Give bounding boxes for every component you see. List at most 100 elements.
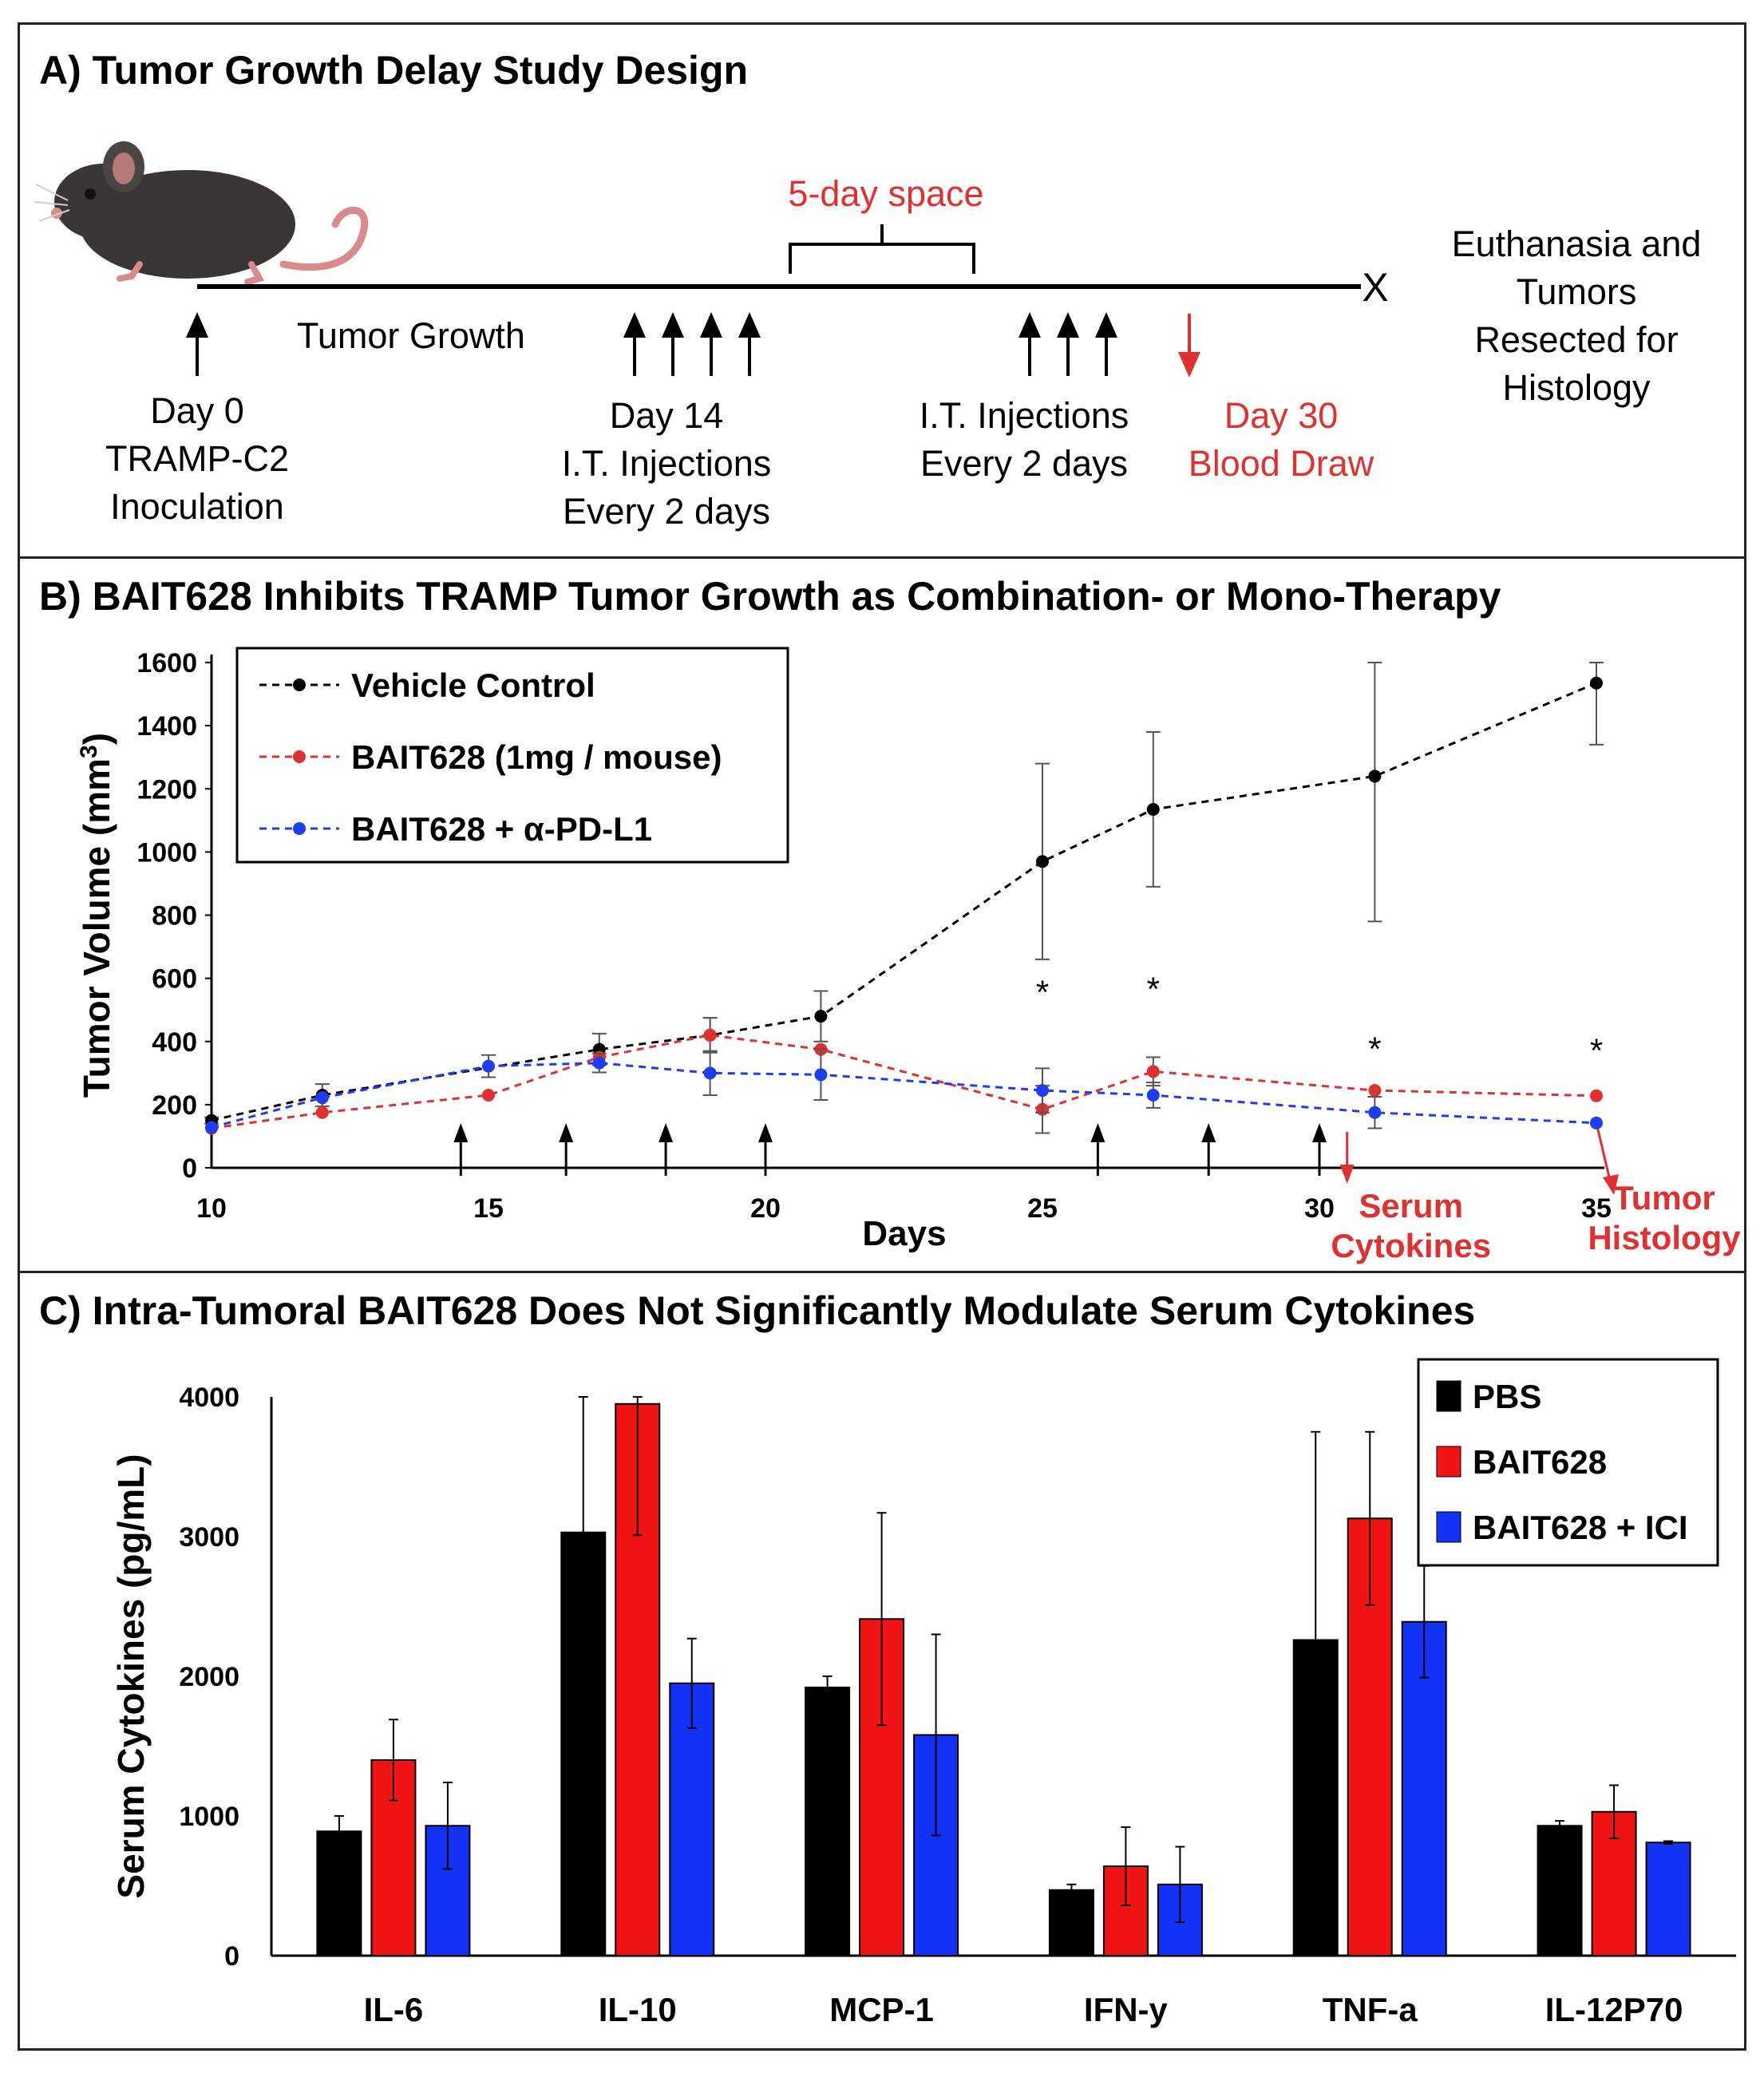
legend-swatch-marker [293, 822, 306, 835]
day0-line2: TRAMP-C2 [105, 438, 289, 479]
legend-label-bait628-pd-l1: BAIT628 + α-PD-L1 [351, 810, 652, 848]
study-timeline: X [34, 141, 1389, 378]
data-point [1368, 769, 1382, 783]
data-point [703, 1066, 717, 1080]
y-tick-label: 0 [182, 1153, 197, 1184]
significance-asterisk: * [1147, 970, 1160, 1007]
serum-red-arrow-icon [1339, 1132, 1355, 1184]
legend-label-bait628: BAIT628 [1473, 1443, 1607, 1481]
x-tick-label: 15 [473, 1193, 504, 1224]
legend-label-pbs: PBS [1473, 1378, 1541, 1415]
treatment-up-arrow-icon [453, 1123, 469, 1176]
treatment-up-arrow-icon [559, 1123, 574, 1176]
bar-group-tnf-a [1292, 1430, 1447, 1956]
x-tick-label: 20 [750, 1193, 781, 1224]
it-injections-label: I.T. Injections [919, 395, 1129, 436]
bar-group-il-12p70 [1537, 1784, 1691, 1956]
mouse-icon [34, 141, 369, 285]
euthanasia-line3: Resected for [1474, 319, 1679, 360]
panel-study-design: A) Tumor Growth Delay Study Design X [18, 22, 1746, 559]
up-arrow-icon [1018, 312, 1041, 376]
up-arrow-icon [738, 312, 761, 376]
bar-group-mcp-1 [805, 1512, 959, 1956]
data-point [482, 1059, 495, 1073]
day14-line2: I.T. Injections [561, 443, 772, 484]
day14-line3: Every 2 days [562, 491, 771, 532]
y-tick-label: 3000 [179, 1522, 239, 1553]
arrow-head [453, 1123, 469, 1142]
it-every-label: Every 2 days [920, 443, 1129, 484]
y-tick-label: 0 [224, 1941, 239, 1972]
tumor-label-1: Tumor [1613, 1179, 1715, 1217]
legend-label-vehicle-control: Vehicle Control [351, 667, 595, 704]
panel-b-title: B) BAIT628 Inhibits TRAMP Tumor Growth a… [39, 574, 1501, 619]
treatment-up-arrow-icon [758, 1123, 773, 1176]
panel-c-title: C) Intra-Tumoral BAIT628 Does Not Signif… [39, 1288, 1476, 1333]
day0-arrow-icon [186, 312, 208, 376]
legend-label-bait628-1mg-mouse: BAIT628 (1mg / mouse) [351, 738, 722, 776]
legend-swatch [1436, 1446, 1461, 1478]
arrow-head [1201, 1123, 1216, 1142]
arrow-head [1090, 1123, 1105, 1142]
error-bar [388, 1719, 398, 1802]
x-axis-label: Days [862, 1214, 946, 1253]
x-tick-label-il-6: IL-6 [364, 1991, 424, 2028]
y-tick-label: 1400 [136, 711, 197, 742]
up-arrow-icon [1057, 312, 1079, 376]
significance-asterisk: * [1368, 1030, 1381, 1067]
error-bar [1365, 1430, 1375, 1606]
bar-pbs [1048, 1889, 1094, 1956]
bar-group-ifn-y [1048, 1826, 1203, 1956]
up-arrow-icon [662, 312, 684, 376]
panel-tumor-growth: B) BAIT628 Inhibits TRAMP Tumor Growth a… [18, 556, 1746, 1273]
error-bar [334, 1815, 344, 1848]
euthanasia-line2: Tumors [1516, 271, 1637, 312]
error-bar [1066, 1883, 1077, 1897]
y-tick-label: 1600 [136, 648, 197, 678]
data-point [1368, 1106, 1382, 1119]
treatment-up-arrow-icon [1090, 1123, 1105, 1176]
day14-label: Day 14 [609, 395, 724, 436]
data-point [1146, 1065, 1160, 1078]
legend-swatch [1436, 1380, 1461, 1412]
tumor-growth-label: Tumor Growth [297, 315, 525, 356]
legend-swatch-marker [293, 678, 306, 691]
error-bar [578, 1396, 588, 1669]
five-day-bracket [789, 224, 975, 274]
legend-swatch [1436, 1511, 1461, 1543]
error-bar [1555, 1820, 1565, 1832]
error-bar [632, 1396, 643, 1537]
five-day-space-label: 5-day space [788, 173, 984, 214]
data-point [205, 1121, 218, 1134]
y-axis-label: Tumor Volume (mm3) [76, 733, 118, 1098]
data-point [1368, 1084, 1382, 1098]
y-tick-label: 400 [152, 1027, 197, 1058]
up-arrow-icon [1095, 312, 1117, 376]
serum-cytokine-bar-chart: 0 1000 2000 3000 4000 Serum Cytokines (pg/mL)… [110, 1358, 1736, 2028]
treatment-up-arrow-icon [659, 1123, 674, 1176]
day0-line3: Inoculation [110, 486, 284, 527]
y-tick-label: 200 [152, 1090, 197, 1121]
euthanasia-line1: Euthanasia and [1451, 224, 1702, 264]
error-bar [876, 1512, 887, 1727]
arrow-head [1312, 1123, 1327, 1142]
injection-arrows [186, 312, 1117, 376]
error-bar [1121, 1826, 1131, 1906]
series-line [211, 1034, 1597, 1130]
arrow-head [758, 1123, 773, 1142]
arrow-head [559, 1123, 574, 1142]
data-point [1590, 676, 1603, 690]
data-point [482, 1089, 495, 1102]
panel-a-title: A) Tumor Growth Delay Study Design [39, 48, 749, 93]
data-point [592, 1056, 606, 1070]
data-point [1590, 1089, 1603, 1102]
error-bar [1589, 662, 1604, 746]
error-bar [1663, 1840, 1674, 1845]
bar-group-il-10 [560, 1396, 715, 1956]
serum-label-2: Cytokines [1331, 1227, 1491, 1264]
euthanasia-line4: Histology [1502, 367, 1651, 408]
legend-label-bait628-ici: BAIT628 + ICI [1473, 1509, 1688, 1546]
bar-pbs [1537, 1825, 1583, 1956]
histology-red-arrow-icon [1595, 1122, 1619, 1195]
y-axis-label: Serum Cytokines (pg/mL) [110, 1454, 152, 1898]
